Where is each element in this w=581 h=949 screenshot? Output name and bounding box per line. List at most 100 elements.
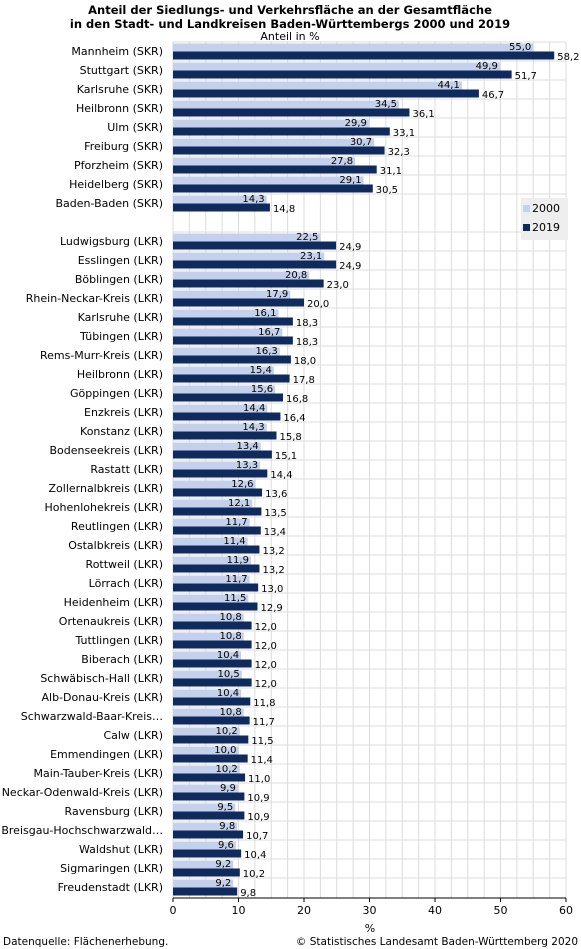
bar-2019 bbox=[173, 488, 263, 497]
category-label: Pforzheim (SKR) bbox=[74, 159, 163, 172]
source-note: Datenquelle: Flächenerhebung. bbox=[3, 936, 168, 948]
legend-swatch-2019 bbox=[523, 224, 530, 231]
bar-2019 bbox=[173, 545, 260, 554]
category-label: Stuttgart (SKR) bbox=[80, 64, 163, 77]
value-label-2000: 14,3 bbox=[242, 194, 264, 205]
bar-2019 bbox=[173, 678, 252, 687]
category-label: Mannheim (SKR) bbox=[71, 45, 163, 58]
value-label-2019: 18,3 bbox=[296, 318, 318, 329]
category-label: Tuttlingen (LKR) bbox=[74, 634, 163, 647]
bar-2019 bbox=[173, 374, 290, 383]
bar-2019 bbox=[173, 697, 251, 706]
bar-2000 bbox=[173, 309, 279, 318]
category-label: Konstanz (LKR) bbox=[80, 425, 163, 438]
value-label-2000: 9,5 bbox=[217, 802, 233, 813]
value-label-2000: 16,7 bbox=[258, 327, 280, 338]
category-label: Rastatt (LKR) bbox=[90, 463, 163, 476]
value-label-2000: 11,9 bbox=[227, 555, 249, 566]
value-label-2019: 10,2 bbox=[243, 869, 265, 880]
bar-2000 bbox=[173, 499, 253, 508]
value-label-2000: 11,5 bbox=[224, 593, 246, 604]
value-label-2019: 23,0 bbox=[327, 280, 349, 291]
bar-2000 bbox=[173, 252, 325, 261]
bar-2000 bbox=[173, 518, 250, 527]
bar-2019 bbox=[173, 564, 260, 573]
category-label: Alb-Donau-Kreis (LKR) bbox=[42, 691, 164, 704]
value-label-2019: 24,9 bbox=[339, 242, 361, 253]
value-label-2000: 15,4 bbox=[250, 365, 272, 376]
bar-2000 bbox=[173, 366, 274, 375]
bar-2019 bbox=[173, 108, 410, 117]
bar-2019 bbox=[173, 89, 479, 98]
value-label-2019: 10,7 bbox=[246, 831, 268, 842]
value-label-2019: 13,2 bbox=[262, 565, 284, 576]
category-label: Enzkreis (LKR) bbox=[84, 406, 163, 419]
unit-label: Anteil in % bbox=[260, 30, 319, 43]
bar-2019 bbox=[173, 716, 250, 725]
bar-2019 bbox=[173, 602, 258, 611]
bar-2000 bbox=[173, 461, 261, 470]
bar-2019 bbox=[173, 735, 249, 744]
category-label: Biberach (LKR) bbox=[81, 653, 163, 666]
value-label-2000: 16,1 bbox=[254, 308, 276, 319]
bar-2000 bbox=[173, 822, 238, 831]
value-label-2000: 10,8 bbox=[219, 631, 241, 642]
category-label: Ostalbkreis (LKR) bbox=[68, 539, 163, 552]
category-label: Baden-Baden (SKR) bbox=[55, 197, 163, 210]
value-label-2019: 13,6 bbox=[265, 489, 287, 500]
value-label-2019: 12,0 bbox=[255, 622, 277, 633]
bar-2019 bbox=[173, 127, 390, 136]
bar-2019 bbox=[173, 887, 238, 896]
value-label-2000: 10,8 bbox=[219, 707, 241, 718]
value-label-2000: 23,1 bbox=[300, 251, 322, 262]
category-label: Ravensburg (LKR) bbox=[65, 805, 163, 818]
bar-2019 bbox=[173, 279, 324, 288]
value-label-2000: 29,9 bbox=[345, 118, 367, 129]
bar-2000 bbox=[173, 575, 250, 584]
value-label-2000: 10,4 bbox=[217, 688, 239, 699]
value-label-2019: 9,8 bbox=[240, 888, 256, 899]
category-label: Göppingen (LKR) bbox=[70, 387, 163, 400]
value-label-2019: 12,0 bbox=[255, 660, 277, 671]
bar-2019 bbox=[173, 241, 337, 250]
value-label-2019: 18,0 bbox=[294, 356, 316, 367]
value-label-2000: 20,8 bbox=[285, 270, 307, 281]
category-label: Böblingen (LKR) bbox=[75, 273, 163, 286]
value-label-2019: 11,7 bbox=[253, 717, 275, 728]
category-label: Sigmaringen (LKR) bbox=[60, 862, 163, 875]
category-label: Zollernalbkreis (LKR) bbox=[49, 482, 164, 495]
category-label: Heidelberg (SKR) bbox=[69, 178, 163, 191]
category-label: Ortenaukreis (LKR) bbox=[59, 615, 163, 628]
category-label: Freudenstadt (LKR) bbox=[58, 881, 163, 894]
value-label-2019: 32,3 bbox=[388, 147, 410, 158]
legend-label-2000: 2000 bbox=[532, 202, 560, 215]
bar-2019 bbox=[173, 317, 293, 326]
bar-2019 bbox=[173, 412, 281, 421]
bar-2000 bbox=[173, 784, 238, 793]
value-label-2000: 29,1 bbox=[339, 175, 361, 186]
value-label-2000: 12,1 bbox=[228, 498, 250, 509]
bar-2000 bbox=[173, 556, 251, 565]
value-label-2019: 46,7 bbox=[482, 90, 504, 101]
bar-2019 bbox=[173, 260, 337, 269]
value-label-2019: 18,3 bbox=[296, 337, 318, 348]
value-label-2000: 10,0 bbox=[214, 745, 236, 756]
category-label: Rems-Murr-Kreis (LKR) bbox=[40, 349, 163, 362]
category-label: Heidenheim (LKR) bbox=[64, 596, 163, 609]
category-label: Ludwigsburg (LKR) bbox=[60, 235, 163, 248]
value-label-2019: 30,5 bbox=[376, 185, 398, 196]
value-label-2000: 9,6 bbox=[218, 840, 234, 851]
bar-2000 bbox=[173, 195, 267, 204]
category-label: Rottweil (LKR) bbox=[86, 558, 163, 571]
bar-2000 bbox=[173, 860, 234, 869]
value-label-2019: 11,8 bbox=[253, 698, 275, 709]
bar-2000 bbox=[173, 43, 534, 52]
value-label-2019: 10,9 bbox=[247, 812, 269, 823]
legend-label-2019: 2019 bbox=[532, 221, 560, 234]
copyright-note: © Statistisches Landesamt Baden-Württemb… bbox=[296, 936, 578, 948]
value-label-2019: 12,0 bbox=[255, 679, 277, 690]
bar-2019 bbox=[173, 298, 304, 307]
value-label-2000: 22,5 bbox=[296, 232, 318, 243]
x-tick-label: 0 bbox=[170, 904, 177, 917]
